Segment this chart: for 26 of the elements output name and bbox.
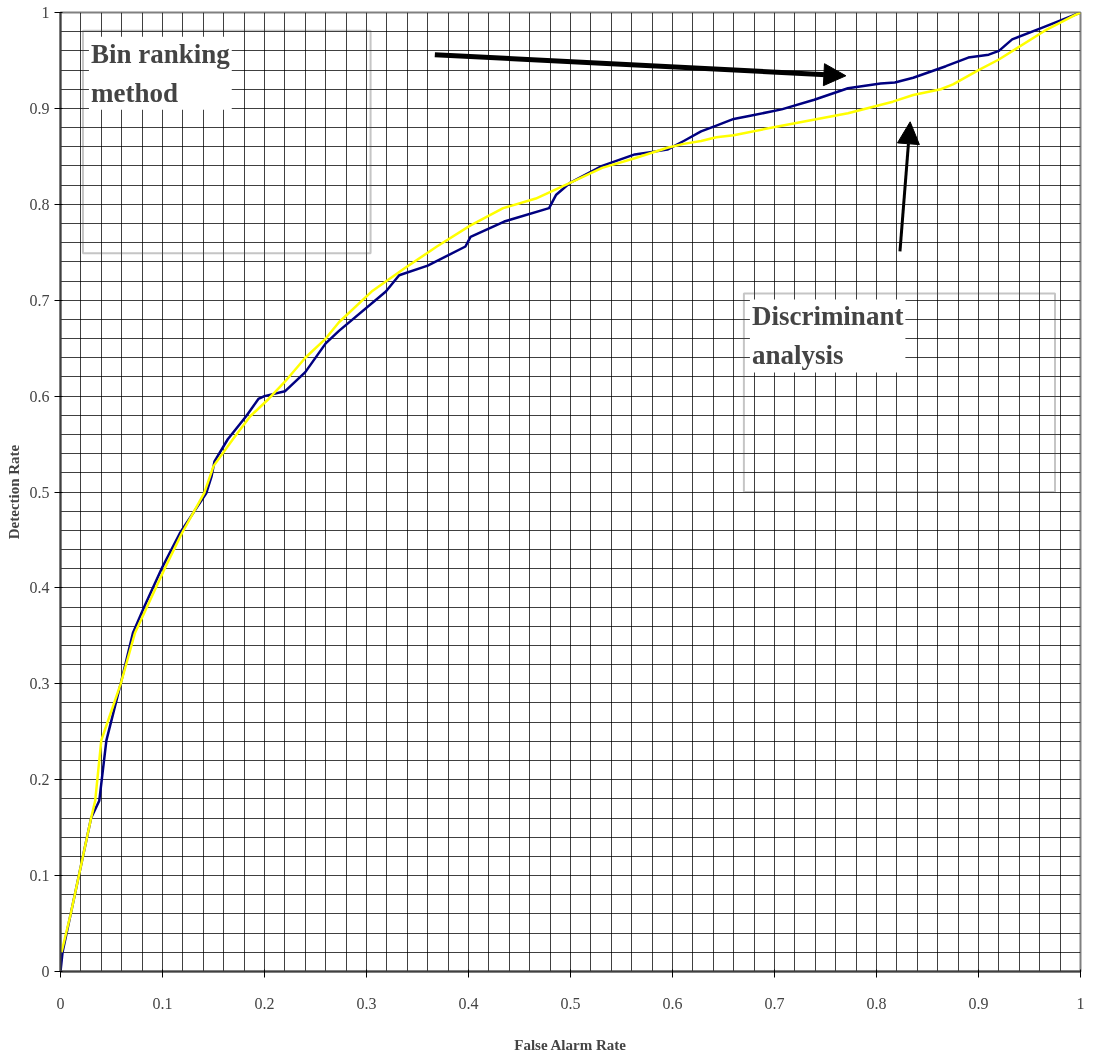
y-tick-label: 0.5	[29, 483, 50, 501]
x-tick-label: 0.6	[662, 994, 683, 1012]
x-tick-label: 0.9	[968, 994, 989, 1012]
y-axis-title: Detection Rate	[5, 444, 22, 540]
x-tick-label: 0.5	[560, 994, 581, 1012]
y-tick-label: 0	[41, 963, 50, 980]
x-tick-label: 0	[56, 994, 65, 1012]
x-tick-label: 0.1	[152, 994, 173, 1012]
y-tick-label: 0.2	[29, 771, 50, 789]
y-tick-label: 0.3	[29, 675, 50, 693]
x-tick-label: 0.8	[866, 994, 887, 1012]
y-tick-label: 0.4	[29, 579, 50, 597]
annotation: Discriminant analysis	[751, 301, 904, 371]
y-tick-label: 1	[41, 4, 50, 21]
y-tick-label: 0.9	[29, 99, 50, 117]
x-tick-label: 1	[1076, 994, 1085, 1012]
x-tick-label: 0.4	[458, 994, 479, 1012]
x-tick-label: 0.7	[764, 994, 785, 1012]
x-tick-label: 0.2	[254, 994, 275, 1012]
x-tick-label: 0.3	[356, 994, 377, 1012]
y-tick-label: 0.7	[29, 291, 50, 309]
x-axis-title: False Alarm Rate	[514, 1036, 627, 1053]
y-tick-label: 0.1	[29, 867, 50, 885]
annotation: Bin ranking method	[90, 38, 231, 108]
y-tick-label: 0.6	[29, 387, 50, 405]
y-tick-label: 0.8	[29, 195, 50, 213]
